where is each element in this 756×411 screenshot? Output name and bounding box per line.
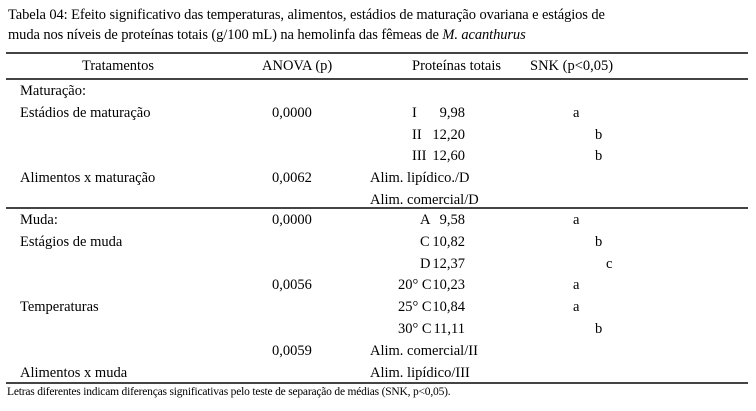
table-caption-line2: muda nos níveis de proteínas totais (g/1… — [8, 27, 526, 43]
footnote: Letras diferentes indicam diferenças sig… — [7, 386, 451, 398]
section-rule — [6, 207, 748, 209]
top-rule — [6, 52, 748, 54]
header-rule — [6, 78, 748, 80]
anova-value: 0,0062 — [272, 170, 312, 187]
row-label: Estádios de maturação — [20, 104, 151, 121]
snk-letter: a — [573, 299, 580, 316]
header-anova: ANOVA (p) — [262, 58, 333, 74]
row-label: Alimentos x muda — [20, 364, 128, 381]
interaction-label: Alim. comercial/II — [370, 342, 478, 359]
group-label: 30° C — [398, 321, 432, 337]
anova-value: 0,0056 — [272, 277, 312, 294]
anova-value: 0,0000 — [272, 104, 312, 121]
protein-value: 9,58 — [439, 212, 465, 228]
row-label: Estágios de muda — [20, 233, 123, 250]
row-label: Maturação: — [20, 83, 87, 99]
anova-value: 0,0059 — [272, 342, 312, 359]
protein-value: 12,37 — [432, 255, 465, 272]
bottom-rule — [6, 382, 748, 384]
caption-species: M. acanthurus — [442, 27, 526, 43]
table-caption-line1: Tabela 04: Efeito significativo das temp… — [8, 7, 605, 23]
snk-letter: a — [573, 277, 580, 294]
header-snk: SNK (p<0,05) — [530, 58, 614, 74]
snk-letter: b — [595, 233, 603, 250]
row-label: Muda: — [20, 212, 58, 228]
caption-text: muda nos níveis de proteínas totais (g/1… — [8, 27, 443, 43]
interaction-label: Alim. lipídico/III — [370, 364, 470, 381]
group-label: II — [412, 126, 422, 143]
snk-letter: a — [573, 212, 580, 228]
protein-value: 10,23 — [432, 277, 465, 294]
group-label: 25° C — [398, 299, 432, 316]
header-proteins: Proteínas totais — [412, 58, 502, 74]
group-label: III — [412, 148, 427, 165]
snk-letter: c — [606, 255, 613, 272]
anova-value: 0,0000 — [272, 212, 312, 228]
snk-letter: b — [595, 148, 603, 165]
protein-value: 12,60 — [432, 148, 465, 165]
protein-value: 12,20 — [432, 126, 465, 143]
interaction-label: Alim. comercial/D — [370, 192, 479, 208]
protein-value: 11,11 — [433, 321, 465, 337]
group-label: D — [420, 255, 431, 272]
row-label: Temperaturas — [20, 299, 99, 316]
header-treatments: Tratamentos — [82, 58, 154, 74]
snk-letter: a — [573, 104, 580, 121]
row-label: Alimentos x maturação — [20, 170, 156, 187]
group-label: 20° C — [398, 277, 432, 294]
snk-letter: b — [595, 321, 603, 337]
snk-letter: b — [595, 126, 603, 143]
group-label: A — [420, 212, 431, 228]
group-label: I — [412, 104, 417, 121]
protein-value: 10,84 — [432, 299, 465, 316]
protein-value: 10,82 — [432, 233, 465, 250]
interaction-label: Alim. lipídico./D — [370, 170, 470, 187]
group-label: C — [420, 233, 430, 250]
protein-value: 9,98 — [439, 104, 465, 121]
